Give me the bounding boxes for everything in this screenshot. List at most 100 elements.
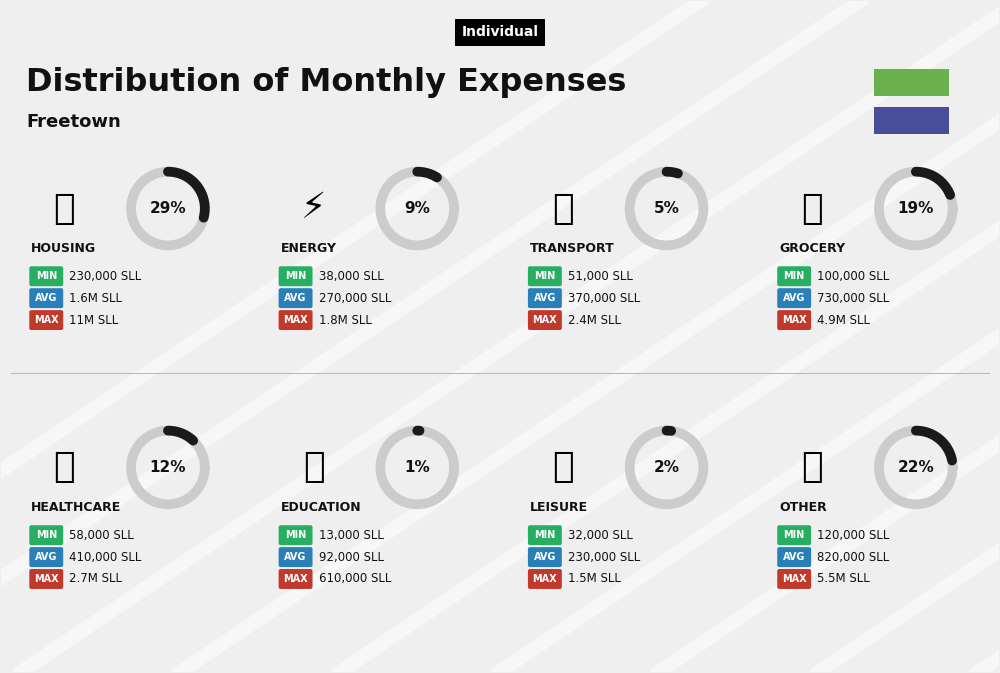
Text: 🛒: 🛒: [801, 192, 823, 225]
Text: 🏥: 🏥: [53, 450, 75, 485]
Text: EDUCATION: EDUCATION: [281, 501, 361, 513]
Text: 9%: 9%: [404, 201, 430, 216]
FancyBboxPatch shape: [777, 288, 811, 308]
Text: MIN: MIN: [285, 271, 306, 281]
Text: GROCERY: GROCERY: [779, 242, 845, 255]
Text: 100,000 SLL: 100,000 SLL: [817, 270, 889, 283]
Text: MAX: MAX: [34, 574, 59, 584]
Text: AVG: AVG: [783, 552, 805, 562]
Text: MAX: MAX: [34, 315, 59, 325]
FancyBboxPatch shape: [279, 267, 313, 286]
Text: 1%: 1%: [404, 460, 430, 475]
Text: 5.5M SLL: 5.5M SLL: [817, 573, 870, 586]
FancyBboxPatch shape: [528, 288, 562, 308]
Text: 120,000 SLL: 120,000 SLL: [817, 529, 889, 542]
Text: 🎓: 🎓: [303, 450, 324, 485]
Text: 🛍: 🛍: [552, 450, 574, 485]
Text: LEISURE: LEISURE: [530, 501, 588, 513]
Text: 2.4M SLL: 2.4M SLL: [568, 314, 621, 326]
Text: 730,000 SLL: 730,000 SLL: [817, 291, 889, 305]
FancyBboxPatch shape: [777, 525, 811, 545]
Text: 32,000 SLL: 32,000 SLL: [568, 529, 633, 542]
Text: 610,000 SLL: 610,000 SLL: [319, 573, 391, 586]
Text: MAX: MAX: [533, 574, 557, 584]
FancyBboxPatch shape: [777, 547, 811, 567]
Text: MIN: MIN: [36, 530, 57, 540]
FancyBboxPatch shape: [29, 288, 63, 308]
Text: 🏢: 🏢: [53, 192, 75, 225]
Text: 22%: 22%: [897, 460, 934, 475]
Text: 5%: 5%: [654, 201, 679, 216]
Text: MAX: MAX: [782, 315, 806, 325]
FancyBboxPatch shape: [777, 310, 811, 330]
Text: 4.9M SLL: 4.9M SLL: [817, 314, 870, 326]
Text: AVG: AVG: [35, 293, 57, 303]
Text: ⚡: ⚡: [301, 192, 326, 225]
Text: MAX: MAX: [782, 574, 806, 584]
Text: 820,000 SLL: 820,000 SLL: [817, 551, 889, 563]
Text: AVG: AVG: [284, 293, 307, 303]
FancyBboxPatch shape: [279, 310, 313, 330]
FancyBboxPatch shape: [29, 267, 63, 286]
FancyBboxPatch shape: [279, 288, 313, 308]
Text: HOUSING: HOUSING: [31, 242, 96, 255]
Text: 370,000 SLL: 370,000 SLL: [568, 291, 640, 305]
FancyBboxPatch shape: [29, 310, 63, 330]
FancyBboxPatch shape: [528, 547, 562, 567]
Text: MIN: MIN: [534, 271, 556, 281]
FancyBboxPatch shape: [874, 107, 949, 134]
FancyBboxPatch shape: [29, 569, 63, 589]
Text: MIN: MIN: [784, 530, 805, 540]
Text: MIN: MIN: [285, 530, 306, 540]
FancyBboxPatch shape: [279, 525, 313, 545]
Text: ENERGY: ENERGY: [281, 242, 337, 255]
Text: MAX: MAX: [283, 315, 308, 325]
Text: MIN: MIN: [784, 271, 805, 281]
Text: 29%: 29%: [150, 201, 186, 216]
FancyBboxPatch shape: [528, 569, 562, 589]
Text: AVG: AVG: [284, 552, 307, 562]
Text: AVG: AVG: [35, 552, 57, 562]
FancyBboxPatch shape: [29, 525, 63, 545]
FancyBboxPatch shape: [279, 569, 313, 589]
Text: 38,000 SLL: 38,000 SLL: [319, 270, 383, 283]
FancyBboxPatch shape: [874, 69, 949, 96]
Text: AVG: AVG: [783, 293, 805, 303]
Text: MAX: MAX: [533, 315, 557, 325]
Text: TRANSPORT: TRANSPORT: [530, 242, 615, 255]
Text: MIN: MIN: [36, 271, 57, 281]
FancyBboxPatch shape: [528, 310, 562, 330]
FancyBboxPatch shape: [279, 547, 313, 567]
Text: MAX: MAX: [283, 574, 308, 584]
Text: 2.7M SLL: 2.7M SLL: [69, 573, 122, 586]
Text: 410,000 SLL: 410,000 SLL: [69, 551, 142, 563]
Text: 19%: 19%: [898, 201, 934, 216]
Text: 11M SLL: 11M SLL: [69, 314, 118, 326]
Text: 13,000 SLL: 13,000 SLL: [319, 529, 383, 542]
Text: 1.5M SLL: 1.5M SLL: [568, 573, 621, 586]
Text: AVG: AVG: [534, 293, 556, 303]
Text: 🚌: 🚌: [552, 192, 574, 225]
Text: HEALTHCARE: HEALTHCARE: [31, 501, 122, 513]
Text: 58,000 SLL: 58,000 SLL: [69, 529, 134, 542]
FancyBboxPatch shape: [528, 525, 562, 545]
FancyBboxPatch shape: [29, 547, 63, 567]
Text: 1.8M SLL: 1.8M SLL: [319, 314, 371, 326]
FancyBboxPatch shape: [777, 569, 811, 589]
Text: 12%: 12%: [150, 460, 186, 475]
FancyBboxPatch shape: [528, 267, 562, 286]
Text: 270,000 SLL: 270,000 SLL: [319, 291, 391, 305]
Text: Distribution of Monthly Expenses: Distribution of Monthly Expenses: [26, 67, 627, 98]
Text: 💰: 💰: [801, 450, 823, 485]
Text: 2%: 2%: [654, 460, 680, 475]
Text: 92,000 SLL: 92,000 SLL: [319, 551, 384, 563]
Text: 51,000 SLL: 51,000 SLL: [568, 270, 633, 283]
Text: AVG: AVG: [534, 552, 556, 562]
Text: MIN: MIN: [534, 530, 556, 540]
Text: 230,000 SLL: 230,000 SLL: [568, 551, 640, 563]
Text: Freetown: Freetown: [26, 113, 121, 131]
Text: OTHER: OTHER: [779, 501, 827, 513]
Text: Individual: Individual: [462, 26, 538, 39]
FancyBboxPatch shape: [777, 267, 811, 286]
Text: 230,000 SLL: 230,000 SLL: [69, 270, 141, 283]
